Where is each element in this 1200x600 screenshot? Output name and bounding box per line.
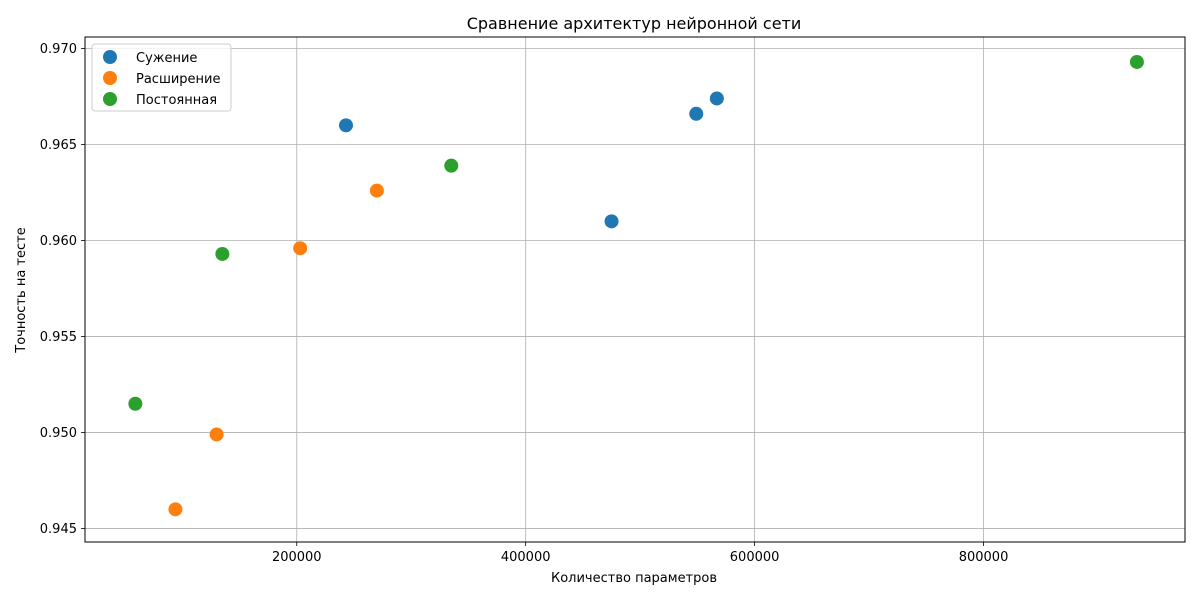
data-point-series-0 [689, 106, 704, 121]
data-point-series-1 [293, 241, 308, 256]
data-point-series-0 [604, 214, 619, 229]
legend: Сужение Расширение Постоянная [91, 43, 232, 112]
x-axis-label: Количество параметров [551, 571, 717, 586]
legend-label: Сужение [136, 51, 197, 66]
data-point-series-0 [709, 91, 724, 106]
data-point-series-1 [209, 427, 224, 442]
y-tick-label: 0.955 [40, 330, 77, 345]
data-point-series-1 [168, 502, 183, 517]
data-point-series-2 [1129, 54, 1144, 69]
legend-label: Расширение [136, 72, 221, 87]
y-axis-label: Точность на тесте [14, 227, 29, 353]
data-point-series-1 [369, 183, 384, 198]
legend-marker [103, 92, 117, 106]
x-axis: 200000 400000 600000 800000 [272, 542, 1008, 565]
x-tick-label: 600000 [730, 550, 780, 565]
y-tick-label: 0.965 [40, 138, 77, 153]
legend-box [91, 43, 232, 112]
x-tick-label: 400000 [501, 550, 551, 565]
chart-title: Сравнение архитектур нейронной сети [467, 14, 802, 33]
y-tick-label: 0.970 [40, 42, 77, 57]
y-tick-label: 0.960 [40, 234, 77, 249]
data-point-series-2 [215, 246, 230, 261]
grid [85, 37, 1185, 542]
data-point-series-0 [338, 118, 353, 133]
data-point-series-2 [444, 158, 459, 173]
legend-marker [103, 50, 117, 64]
y-axis: 0.945 0.950 0.955 0.960 0.965 0.970 [40, 42, 85, 537]
y-tick-label: 0.950 [40, 426, 77, 441]
data-points [128, 54, 1144, 517]
legend-marker [103, 71, 117, 85]
x-tick-label: 800000 [959, 550, 1009, 565]
legend-label: Постоянная [136, 93, 217, 108]
plot-frame [84, 36, 1186, 543]
data-point-series-2 [128, 396, 143, 411]
x-tick-label: 200000 [272, 550, 322, 565]
y-tick-label: 0.945 [40, 522, 77, 537]
